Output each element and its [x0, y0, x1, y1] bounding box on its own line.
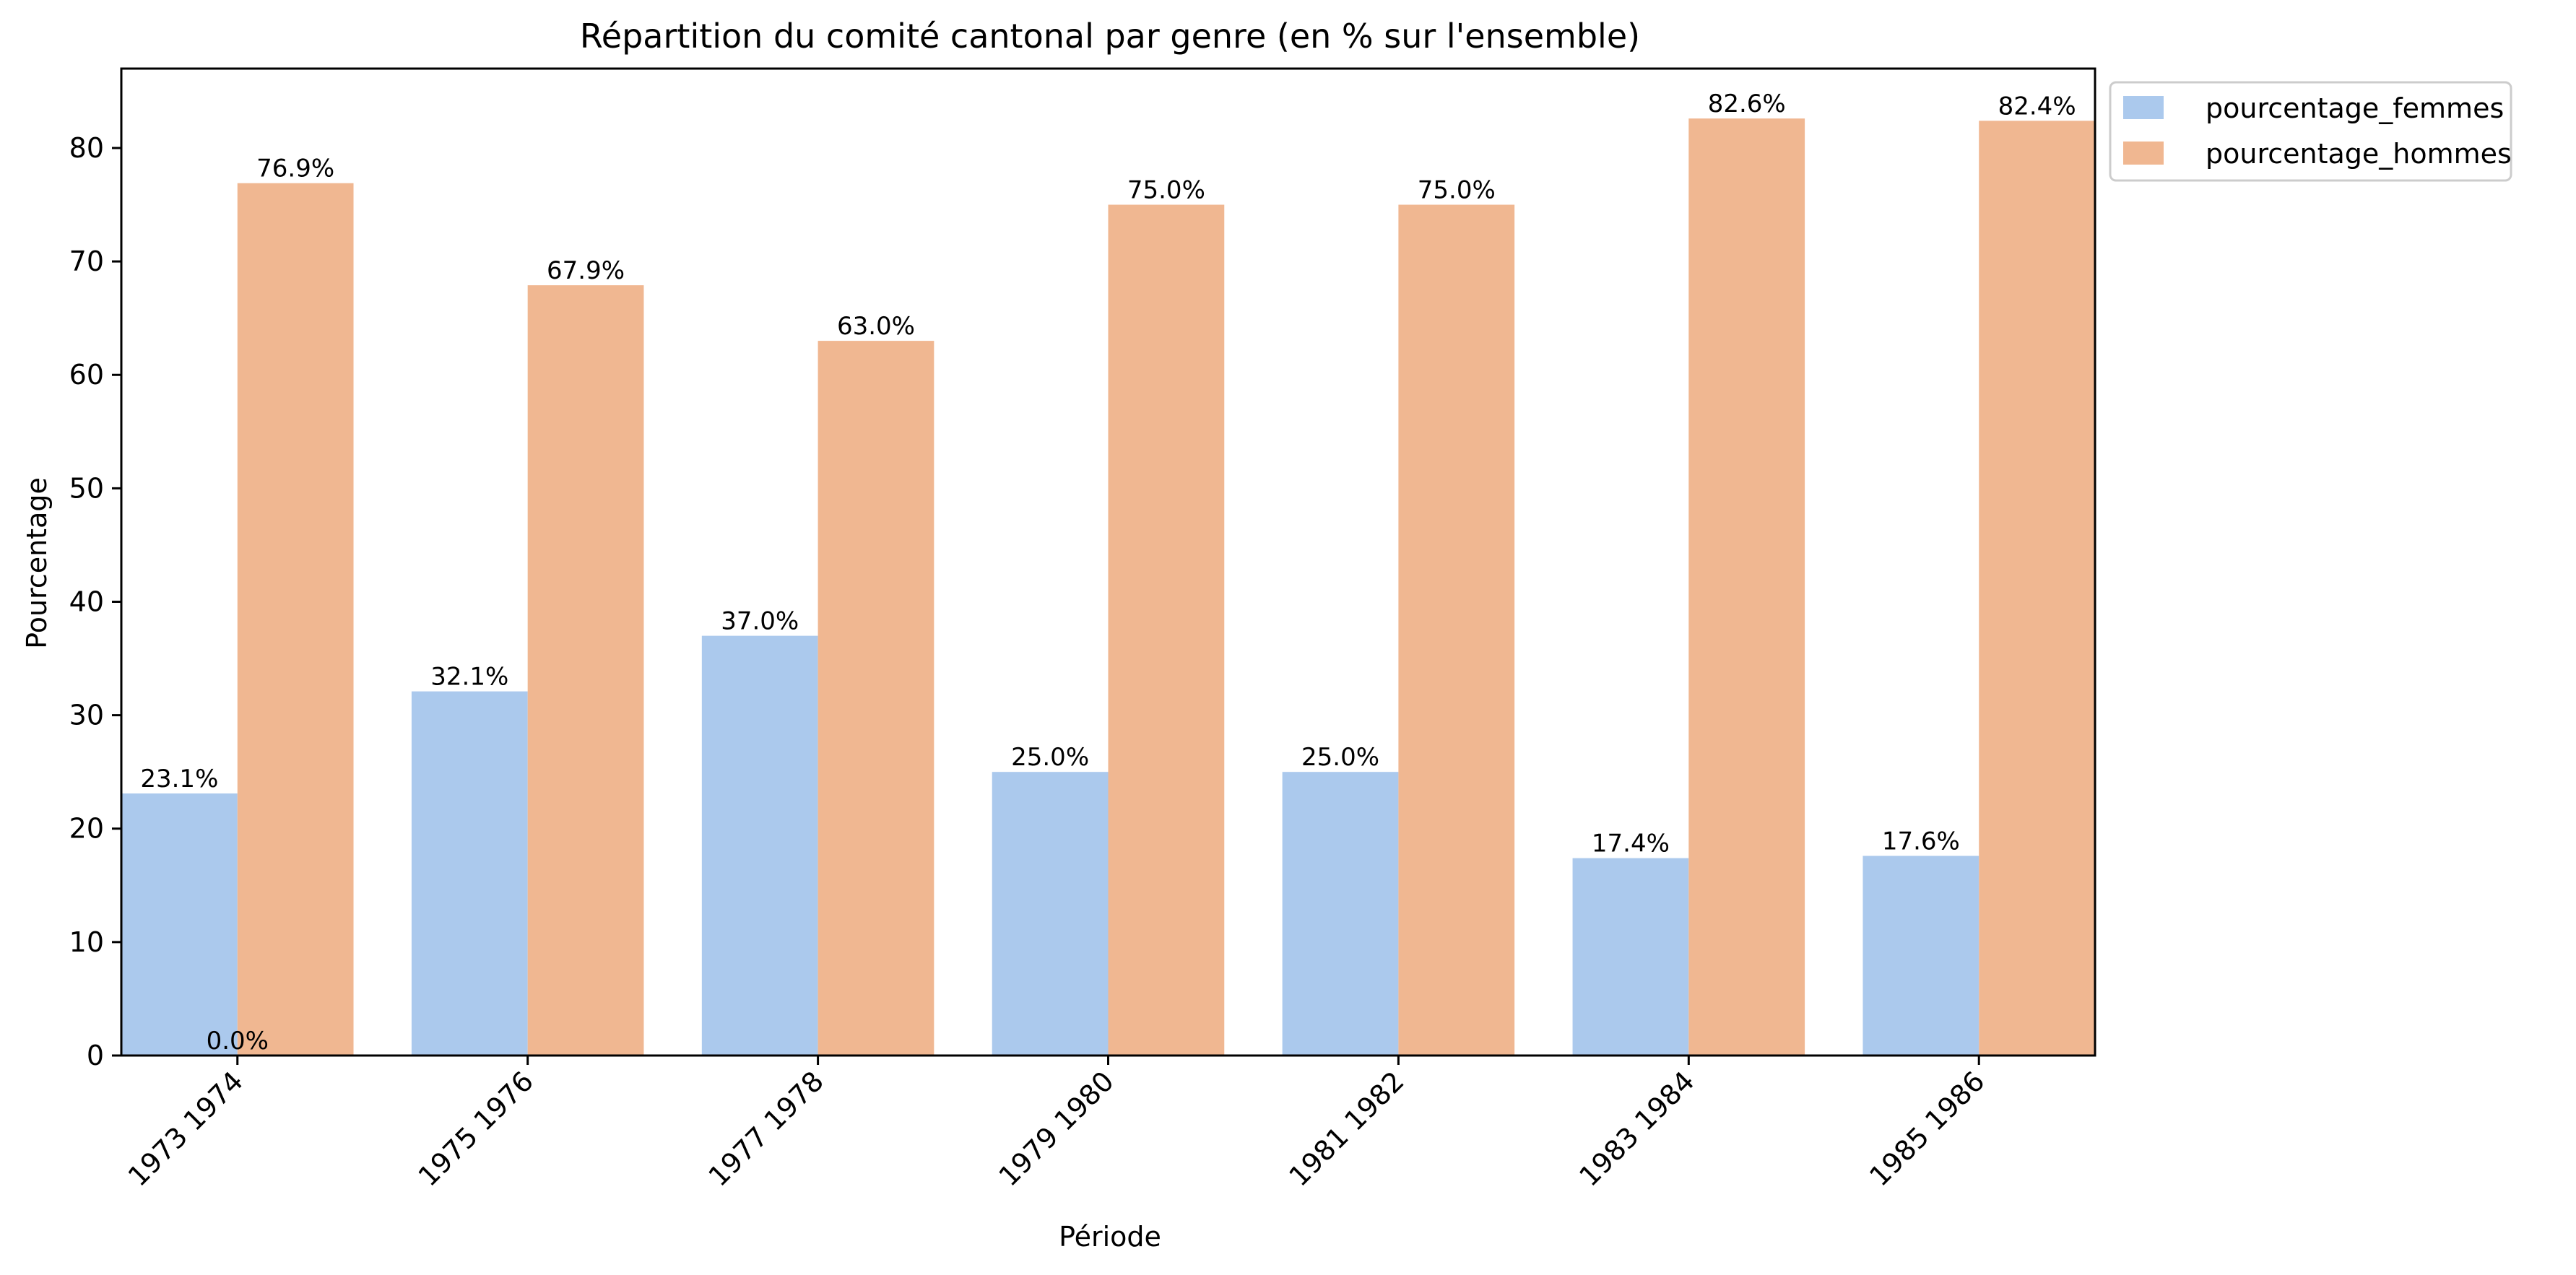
bar-pourcentage_femmes-1975-1976 — [411, 691, 528, 1056]
y-tick-label: 0 — [87, 1040, 104, 1071]
y-tick-label: 40 — [69, 586, 104, 617]
bar-pourcentage_hommes-1985-1986 — [1979, 121, 2095, 1056]
data-label: 32.1% — [430, 663, 508, 692]
data-label: 25.0% — [1011, 743, 1089, 772]
data-label: 23.1% — [140, 765, 218, 793]
legend-label-femmes: pourcentage_femmes — [2206, 92, 2504, 124]
data-label: 82.4% — [1998, 92, 2076, 121]
bar-pourcentage_femmes-1973-1974 — [121, 793, 238, 1056]
x-tick-label: 1977 1978 — [703, 1065, 830, 1192]
y-tick-label: 50 — [69, 472, 104, 504]
y-tick-label: 60 — [69, 359, 104, 391]
chart-title: Répartition du comité cantonal par genre… — [580, 17, 1640, 56]
x-tick-label: 1975 1976 — [412, 1065, 539, 1192]
data-label: 76.9% — [256, 155, 334, 183]
x-tick-label: 1985 1986 — [1863, 1065, 1990, 1192]
data-label: 25.0% — [1301, 743, 1379, 772]
data-label: 67.9% — [547, 256, 625, 285]
data-label: 17.6% — [1882, 827, 1960, 856]
bar-pourcentage_femmes-1979-1980 — [992, 772, 1109, 1056]
x-tick-label: 1983 1984 — [1573, 1065, 1700, 1192]
x-axis: 1973 1974 1975 1976 1977 1978 1979 1980 1981… — [122, 1056, 1991, 1193]
data-label: 37.0% — [721, 607, 799, 636]
x-axis-label: Période — [1059, 1221, 1161, 1253]
y-tick-label: 10 — [69, 926, 104, 958]
x-tick-label: 1981 1982 — [1283, 1065, 1410, 1192]
bar-pourcentage_hommes-1979-1980 — [1108, 204, 1225, 1056]
bar-pourcentage_hommes-1981-1982 — [1398, 204, 1515, 1056]
bar-pourcentage_femmes-1983-1984 — [1572, 858, 1689, 1056]
data-label: 75.0% — [1418, 176, 1496, 205]
data-label: 75.0% — [1127, 176, 1205, 205]
y-axis-label: Pourcentage — [21, 477, 53, 649]
y-tick-label: 30 — [69, 700, 104, 731]
data-label: 63.0% — [837, 312, 915, 341]
bar-pourcentage_femmes-1977-1978 — [701, 635, 818, 1056]
bar-pourcentage_hommes-1983-1984 — [1688, 118, 1805, 1056]
legend-swatch-femmes — [2123, 96, 2164, 119]
y-tick-label: 70 — [69, 245, 104, 277]
legend-box — [2109, 81, 2512, 182]
legend-swatch-hommes — [2123, 142, 2164, 165]
y-axis: 0 10 20 30 40 50 60 70 80 — [69, 132, 121, 1071]
plot-area: 23.1% 32.1% 37.0% 25.0% 25.0% 17.4% 17.6% 76.9%… — [121, 90, 2095, 1056]
legend-label-hommes: pourcentage_hommes — [2206, 138, 2512, 170]
y-tick-label: 20 — [69, 813, 104, 845]
bar-pourcentage_hommes-1973-1974 — [237, 183, 354, 1056]
data-label-zero: 0.0% — [207, 1027, 269, 1056]
bar-pourcentage_femmes-1981-1982 — [1282, 772, 1399, 1056]
bar-pourcentage_hommes-1975-1976 — [527, 285, 644, 1056]
y-tick-label: 80 — [69, 132, 104, 164]
bar-pourcentage_hommes-1977-1978 — [818, 341, 934, 1056]
bar-pourcentage_femmes-1985-1986 — [1862, 856, 1979, 1056]
data-label: 82.6% — [1708, 90, 1786, 118]
data-label: 17.4% — [1592, 830, 1670, 858]
legend: pourcentage_femmes pourcentage_hommes — [2109, 81, 2512, 182]
x-tick-label: 1973 1974 — [122, 1065, 249, 1192]
x-tick-label: 1979 1980 — [992, 1065, 1119, 1192]
